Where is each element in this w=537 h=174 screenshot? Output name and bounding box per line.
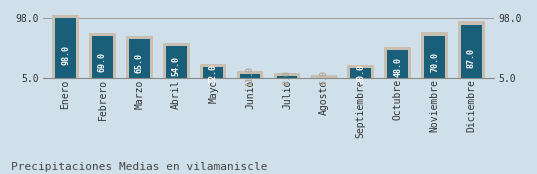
Bar (126, 36, 153, 78)
Bar (461, 25, 482, 78)
Text: 69.0: 69.0 (98, 52, 107, 72)
Bar (166, 46, 186, 78)
Bar (347, 65, 374, 78)
Text: 87.0: 87.0 (467, 48, 476, 68)
Bar (458, 21, 485, 78)
Bar (163, 43, 190, 78)
Bar (277, 76, 297, 78)
Text: 65.0: 65.0 (135, 53, 144, 73)
Bar (92, 36, 113, 78)
Bar (422, 33, 448, 78)
Text: 11.0: 11.0 (245, 66, 255, 86)
Bar (424, 36, 445, 78)
Bar (237, 71, 263, 78)
Bar (351, 68, 371, 78)
Bar (240, 74, 260, 78)
Bar (203, 67, 223, 78)
Bar (200, 64, 227, 78)
Text: 48.0: 48.0 (393, 57, 402, 77)
Text: 22.0: 22.0 (209, 64, 217, 84)
Bar (310, 75, 337, 78)
Bar (89, 33, 115, 78)
Text: 5.0: 5.0 (320, 70, 328, 85)
Bar (52, 14, 79, 78)
Bar (384, 47, 411, 78)
Bar (55, 18, 76, 78)
Bar (387, 50, 408, 78)
Text: Precipitaciones Medias en vilamaniscle: Precipitaciones Medias en vilamaniscle (11, 162, 267, 172)
Text: 8.0: 8.0 (282, 69, 292, 85)
Bar (129, 39, 150, 78)
Text: 98.0: 98.0 (61, 45, 70, 65)
Bar (274, 73, 300, 78)
Text: 20.0: 20.0 (356, 64, 365, 84)
Text: 54.0: 54.0 (172, 56, 181, 76)
Text: 70.0: 70.0 (430, 52, 439, 72)
